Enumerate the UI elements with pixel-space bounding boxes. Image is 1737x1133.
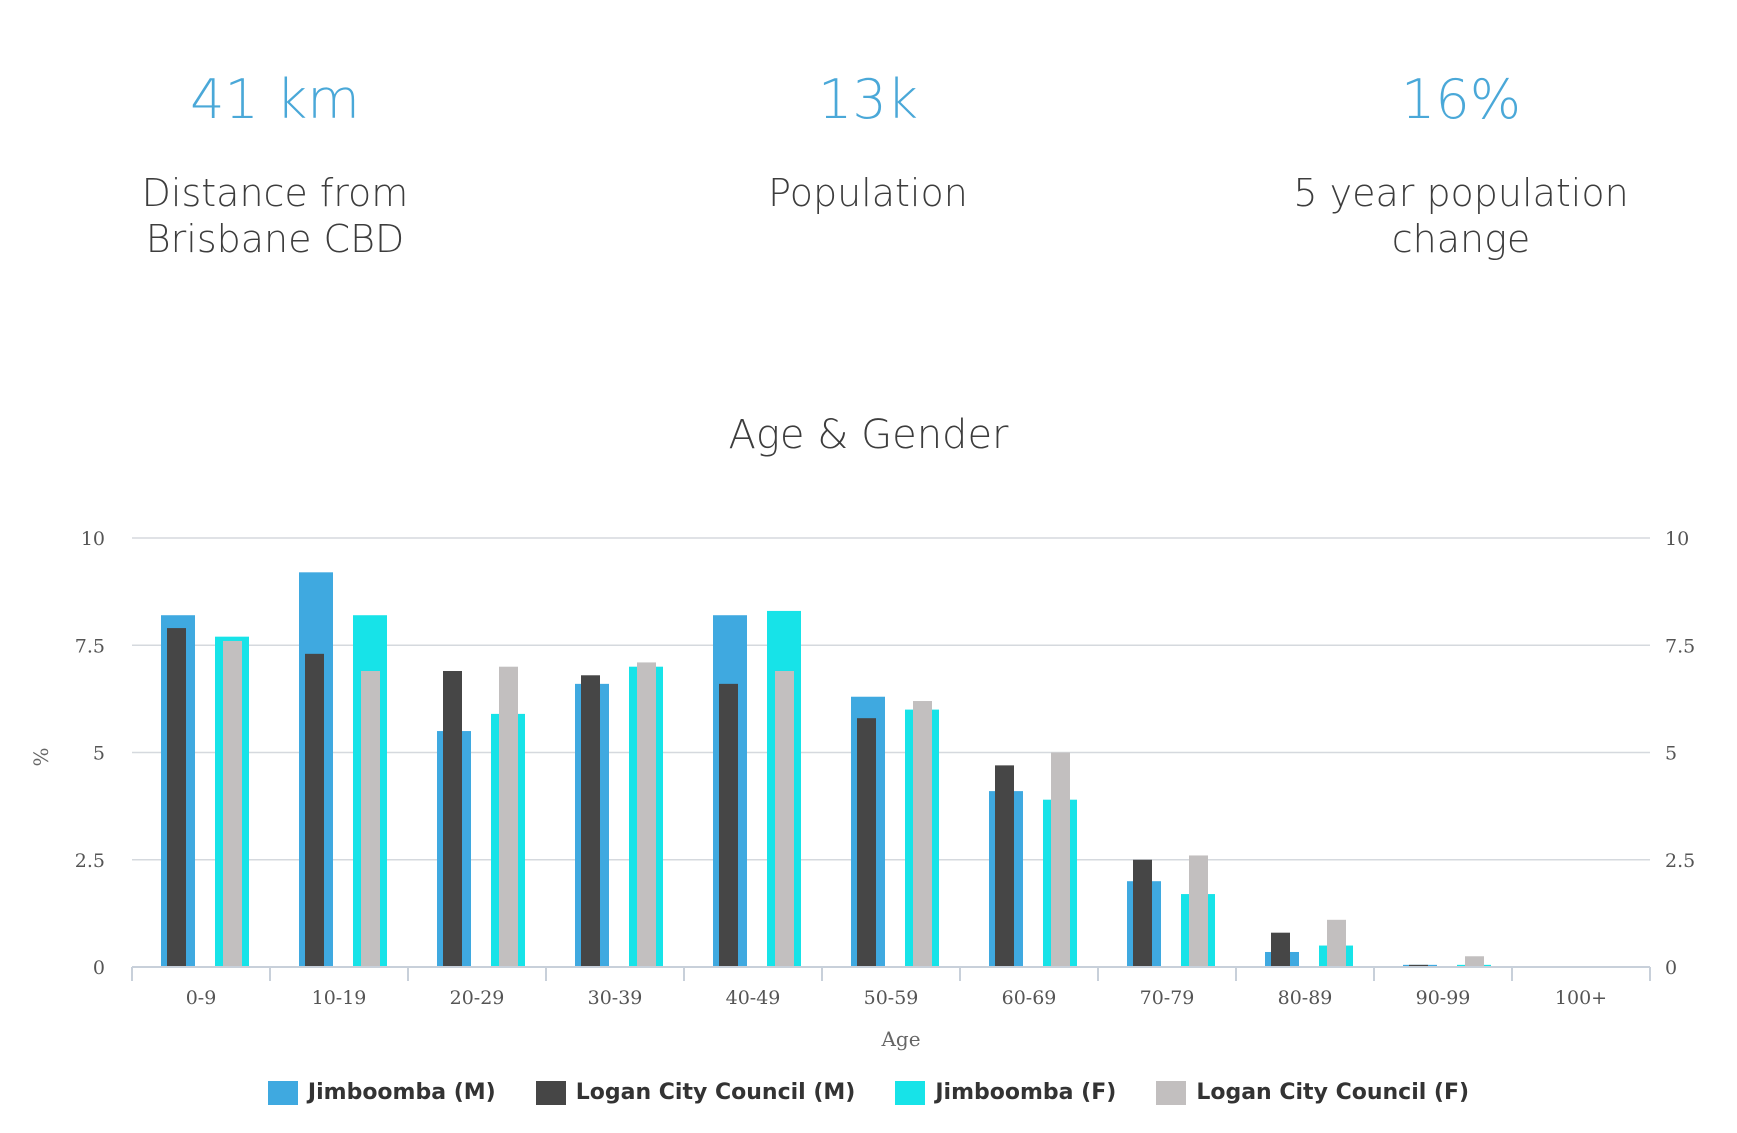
x-tick-label: 0-9 [186,987,217,1009]
bar-logan-city-council-m-90-99[interactable] [1409,964,1428,967]
stats-panel: 41 km Distance from Brisbane CBD 13k Pop… [0,0,1737,300]
y-tick-label-left: 2.5 [75,850,105,872]
x-tick-labels: 0-9 10-19 20-29 30-39 40-49 50-59 60-69 70-79 80… [186,987,1607,1009]
y-tick-label-right: 0 [1665,957,1677,979]
bar-logan-city-council-m-20-29[interactable] [443,670,462,967]
y-tick-label-left: 5 [93,743,105,765]
bar-logan-city-council-f-20-29[interactable] [499,666,518,967]
x-axis-title: Age [880,1027,920,1051]
stat-change-value: 16% [1400,68,1522,131]
bar-logan-city-council-f-60-69[interactable] [1051,752,1070,968]
stat-population-label: Population [768,171,968,215]
bar-logan-city-council-f-0-9[interactable] [223,640,242,967]
legend: Jimboomba (M) Logan City Council (M) Jimbo… [0,1080,1737,1109]
y-tick-label-right: 2.5 [1665,850,1695,872]
bar-logan-city-council-f-80-89[interactable] [1327,919,1346,967]
legend-label: Jimboomba (M) [307,1080,496,1105]
left-tick-labels: 0 2.5 5 7.5 10 [75,528,105,979]
x-tick-label: 80-89 [1278,987,1333,1009]
stat-population-value: 13k [818,68,918,131]
bar-logan-city-council-f-90-99[interactable] [1465,956,1484,967]
x-tick-label: 20-29 [450,987,505,1009]
y-tick-label-left: 10 [81,528,105,550]
legend-label: Logan City Council (M) [575,1080,856,1105]
stat-distance-label: Distance from Brisbane CBD [141,171,409,261]
y-tick-label-right: 10 [1665,528,1689,550]
legend-item-jimboomba-m[interactable]: Jimboomba (M) [267,1080,496,1105]
x-tick-label: 50-59 [864,987,919,1009]
stat-population: 13k Population [608,60,1128,216]
y-tick-label-left: 7.5 [75,635,105,657]
y-tick-label-left: 0 [93,957,105,979]
legend-swatch [267,1080,298,1105]
stat-distance: 41 km Distance from Brisbane CBD [15,60,535,262]
bar-logan-city-council-m-0-9[interactable] [167,628,186,967]
bars [161,572,1491,967]
axes [131,966,1651,981]
legend-item-logan-city-council-f[interactable]: Logan City Council (F) [1156,1080,1469,1105]
x-tick-label: 30-39 [588,987,643,1009]
legend-label: Logan City Council (F) [1196,1080,1470,1105]
x-tick-label: 40-49 [726,987,781,1009]
right-tick-labels: 0 2.5 5 7.5 10 [1665,528,1695,979]
x-tick-label: 10-19 [312,987,367,1009]
bar-logan-city-council-f-10-19[interactable] [361,670,380,967]
legend-swatch [895,1080,926,1105]
bar-logan-city-council-m-30-39[interactable] [581,675,600,967]
legend-item-jimboomba-f[interactable]: Jimboomba (F) [895,1080,1116,1105]
bar-logan-city-council-f-40-49[interactable] [775,670,794,967]
y-tick-label-right: 5 [1665,743,1677,765]
bar-logan-city-council-f-50-59[interactable] [913,701,932,967]
x-tick-label: 100+ [1555,987,1607,1009]
bar-logan-city-council-m-70-79[interactable] [1133,859,1152,967]
y-axis-title: % [29,747,53,766]
stat-change-label: 5 year population change [1293,171,1629,261]
stat-distance-value: 41 km [190,68,360,131]
stat-population-change: 16% 5 year population change [1201,60,1721,262]
bar-logan-city-council-m-50-59[interactable] [857,718,876,967]
bar-logan-city-council-m-80-89[interactable] [1271,932,1290,967]
legend-swatch [1156,1080,1187,1105]
x-tick-label: 70-79 [1140,987,1195,1009]
x-tick-label: 60-69 [1002,987,1057,1009]
bar-logan-city-council-m-40-49[interactable] [719,683,738,967]
bar-logan-city-council-m-60-69[interactable] [995,765,1014,967]
x-tick-label: 90-99 [1416,987,1471,1009]
legend-swatch [535,1080,566,1105]
bar-logan-city-council-f-30-39[interactable] [637,662,656,967]
y-tick-label-right: 7.5 [1665,635,1695,657]
bar-logan-city-council-f-70-79[interactable] [1189,855,1208,967]
legend-label: Jimboomba (F) [935,1080,1117,1105]
bar-logan-city-council-m-10-19[interactable] [305,653,324,967]
chart-title: Age & Gender [728,412,1009,458]
legend-item-logan-city-council-m[interactable]: Logan City Council (M) [535,1080,856,1105]
